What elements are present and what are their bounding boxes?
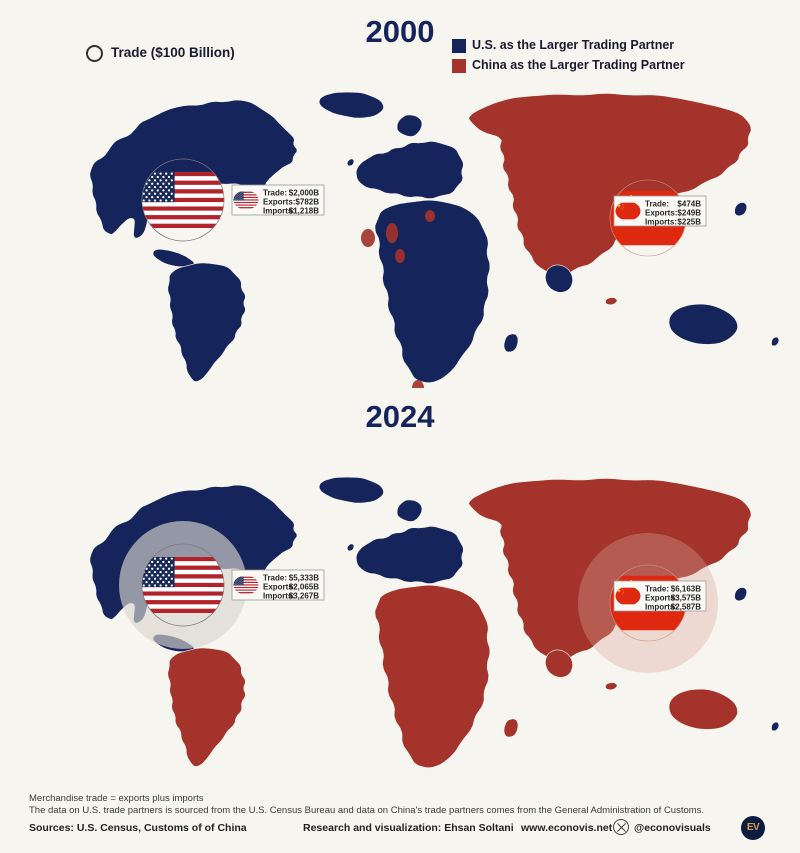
svg-text:Exports:: Exports: [645, 209, 677, 218]
svg-text:Trade:: Trade: [645, 585, 669, 594]
svg-text:Trade:: Trade: [263, 574, 287, 583]
svg-text:$5,333B: $5,333B [289, 574, 319, 583]
svg-text:Trade:: Trade: [645, 200, 669, 209]
svg-text:$249B: $249B [677, 209, 701, 218]
svg-text:Trade:: Trade: [263, 189, 287, 198]
svg-text:$2,000B: $2,000B [289, 189, 319, 198]
svg-text:$1,218B: $1,218B [289, 207, 319, 216]
svg-text:$6,163B: $6,163B [671, 585, 701, 594]
svg-text:$3,575B: $3,575B [671, 594, 701, 603]
svg-text:$2,065B: $2,065B [289, 583, 319, 592]
svg-text:$2,587B: $2,587B [671, 603, 701, 612]
svg-text:$225B: $225B [677, 218, 701, 227]
svg-text:Imports:: Imports: [645, 218, 677, 227]
svg-text:$782B: $782B [295, 198, 319, 207]
svg-text:$474B: $474B [677, 200, 701, 209]
svg-text:Exports:: Exports: [263, 198, 295, 207]
svg-text:$3,267B: $3,267B [289, 592, 319, 601]
